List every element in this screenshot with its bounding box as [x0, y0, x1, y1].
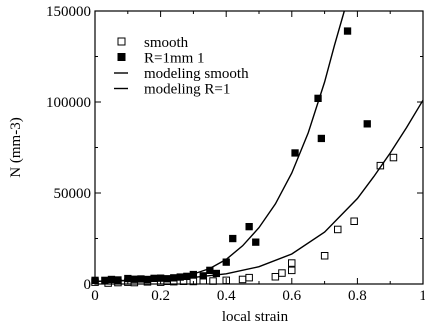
series-line-2	[95, 99, 423, 282]
legend-label-1: R=1mm 1	[144, 51, 205, 67]
y-tick-label: 100000	[46, 95, 91, 111]
data-point	[238, 275, 247, 284]
legend-marker-0	[117, 37, 126, 46]
x-tick-label: 0.4	[217, 288, 236, 304]
data-point	[212, 269, 221, 278]
y-tick-label: 0	[84, 277, 92, 293]
data-point	[363, 120, 371, 128]
x-tick-label: 0.8	[348, 288, 367, 304]
data-point	[107, 275, 116, 284]
series-points-0	[91, 153, 398, 287]
legend-label-2: modeling smooth	[144, 66, 249, 82]
data-point	[317, 134, 326, 143]
axes: 0 0.2 0.4 0.6 0.8 1 0 50000 100000 150000 local st…	[8, 4, 425, 325]
data-point	[291, 149, 299, 157]
legend-label-3: modeling R=1	[144, 82, 230, 98]
data-point	[389, 153, 398, 162]
data-point	[288, 266, 296, 275]
x-axis-title: local strain	[222, 309, 289, 325]
series-line-3	[95, 11, 345, 282]
data-point	[376, 161, 385, 170]
x-tick-label: 0	[91, 288, 99, 304]
plot-layer	[91, 11, 423, 287]
data-point	[252, 238, 260, 246]
data-point	[350, 217, 358, 225]
y-axis-title: N (mm-3)	[8, 117, 24, 177]
data-point	[209, 277, 217, 285]
y-tick-label: 50000	[54, 186, 92, 202]
data-point	[176, 273, 184, 281]
data-point	[334, 225, 342, 234]
y-tick-label: 150000	[46, 4, 91, 20]
data-point	[245, 222, 253, 231]
legend-marker-1	[117, 53, 126, 61]
data-point	[278, 269, 286, 277]
data-point	[245, 273, 253, 282]
data-point	[288, 259, 296, 267]
x-tick-label: 1	[419, 288, 425, 304]
legend-label-0: smooth	[144, 35, 189, 51]
data-point	[271, 273, 280, 281]
data-point	[320, 252, 329, 260]
data-point	[229, 234, 237, 243]
data-point	[343, 27, 352, 35]
x-tick-label: 0.6	[282, 288, 301, 304]
x-tick-label: 0.2	[151, 288, 170, 304]
